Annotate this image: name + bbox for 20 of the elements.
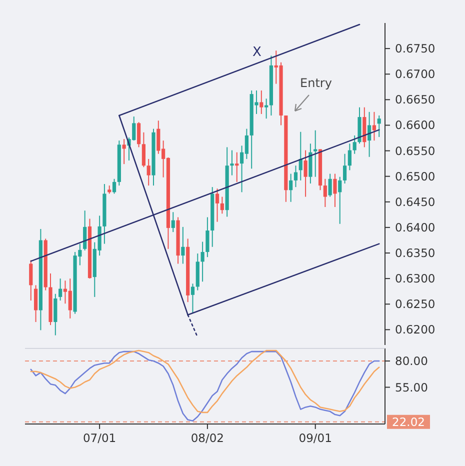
y-tick-label: 0.6700 <box>395 67 436 82</box>
y-tick-label: 80.00 <box>395 354 428 368</box>
y-tick-label: 0.6350 <box>395 246 436 260</box>
y-tick-label: 0.6200 <box>395 322 436 337</box>
y-tick-label: 0.6650 <box>395 92 436 107</box>
y-tick-label: 0.6600 <box>395 118 436 132</box>
x-tick-label: 07/01 <box>82 431 116 445</box>
y-tick-label: 0.6750 <box>395 42 436 56</box>
x-tick-label: 09/01 <box>298 431 332 445</box>
ref-line-label: 22.02 <box>392 414 425 429</box>
annotation: X <box>252 45 262 60</box>
y-tick-label: 0.6250 <box>395 297 436 312</box>
y-tick-label: 0.6300 <box>395 272 436 286</box>
annotation: Entry <box>300 76 332 90</box>
y-tick-label: 0.6500 <box>395 169 436 184</box>
y-tick-label: 0.6400 <box>395 220 436 234</box>
y-tick-label: 0.6550 <box>395 144 436 158</box>
y-tick-label: 55.00 <box>395 380 428 394</box>
x-tick-label: 08/02 <box>190 431 224 445</box>
y-tick-label: 0.6450 <box>395 194 436 209</box>
